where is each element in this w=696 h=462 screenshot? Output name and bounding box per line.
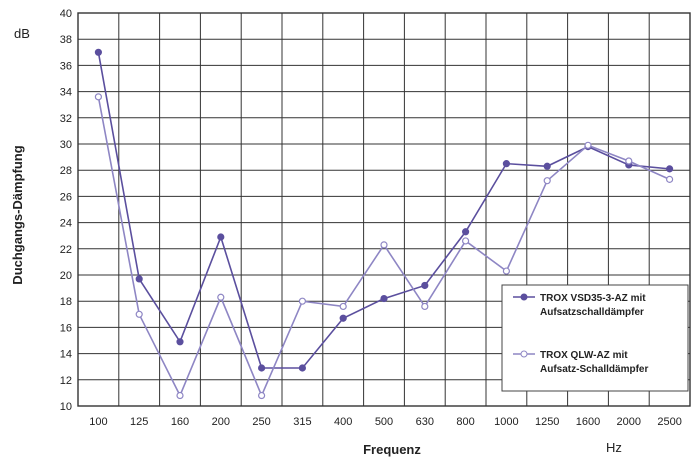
- y-tick-label-2: 14: [60, 349, 72, 361]
- x-tick-label-13: 2000: [617, 416, 641, 428]
- x-tick-label-14: 2500: [657, 416, 681, 428]
- series-2-point-14: [665, 175, 674, 183]
- x-tick-label-4: 250: [252, 416, 270, 428]
- series-1-point-1: [135, 275, 143, 283]
- x-tick-label-9: 800: [456, 416, 474, 428]
- x-tick-label-0: 100: [89, 416, 107, 428]
- series-1-point-0: [94, 48, 103, 56]
- y-tick-label-11: 32: [60, 113, 72, 125]
- x-axis-ticks: 100 125 160 200 250 315 400 500 630 800 1000 1250 16…: [89, 416, 682, 428]
- x-tick-label-6: 400: [334, 416, 352, 428]
- series-1-point-3: [217, 233, 225, 241]
- series-1-point-2: [176, 338, 184, 346]
- y-tick-label-0: 10: [60, 401, 72, 413]
- legend-marker-series-2: [520, 350, 528, 358]
- x-tick-label-8: 630: [416, 416, 434, 428]
- series-2-point-1: [135, 310, 143, 318]
- y-tick-label-8: 26: [60, 191, 72, 203]
- series-1-point-10: [502, 160, 510, 168]
- series-1-point-9: [462, 228, 470, 236]
- series-2-point-4: [258, 391, 266, 400]
- series-2-point-6: [339, 302, 347, 311]
- series-1-point-4: [258, 364, 266, 372]
- series-2-point-12: [584, 141, 592, 149]
- legend-label-series-1-line1: TROX VSD35-3-AZ mit: [540, 293, 646, 304]
- x-tick-label-11: 1250: [535, 416, 559, 428]
- y-axis-title: Duchgangs-Dämpfung: [10, 145, 25, 284]
- series-1-point-5: [298, 364, 306, 372]
- series-2-point-9: [462, 237, 470, 245]
- y-tick-label-3: 16: [60, 322, 72, 334]
- y-axis-unit: dB: [14, 26, 30, 41]
- series-2-point-5: [298, 297, 306, 305]
- y-tick-label-14: 38: [60, 34, 72, 46]
- x-tick-label-7: 500: [375, 416, 393, 428]
- x-axis-unit: Hz: [606, 440, 622, 455]
- series-1-point-6: [339, 314, 347, 322]
- series-1-point-8: [421, 281, 429, 290]
- series-group: [94, 48, 674, 400]
- legend: TROX VSD35-3-AZ mit Aufsatzschalldämpfer…: [501, 284, 689, 392]
- legend-box: [501, 284, 689, 392]
- x-tick-label-12: 1600: [576, 416, 600, 428]
- series-1-point-14: [665, 165, 674, 173]
- series-2-point-0: [94, 93, 103, 101]
- y-axis-ticks: 10 12 14 16 18 20 22 24 26 28 30 32 34 36 38 40: [60, 8, 72, 413]
- x-tick-label-3: 200: [212, 416, 230, 428]
- y-tick-label-13: 36: [60, 60, 72, 72]
- series-2-point-8: [421, 302, 429, 311]
- y-tick-label-15: 40: [60, 8, 72, 20]
- series-2-point-2: [176, 391, 184, 400]
- legend-label-series-1-line2: Aufsatzschalldämpfer: [540, 307, 644, 318]
- series-1-point-11: [543, 162, 551, 170]
- legend-label-series-2-line2: Aufsatz-Schalldämpfer: [540, 364, 648, 375]
- y-tick-label-12: 34: [60, 87, 72, 99]
- y-tick-label-7: 24: [60, 218, 72, 230]
- x-tick-label-2: 160: [171, 416, 189, 428]
- y-tick-label-9: 28: [60, 165, 72, 177]
- x-axis-title: Frequenz: [363, 442, 421, 457]
- x-tick-label-5: 315: [293, 416, 311, 428]
- y-tick-label-5: 20: [60, 270, 72, 282]
- legend-marker-series-1: [520, 293, 528, 301]
- series-2-point-3: [217, 293, 225, 301]
- series-2-point-7: [380, 241, 388, 249]
- y-tick-label-1: 12: [60, 375, 72, 387]
- y-tick-label-4: 18: [60, 296, 72, 308]
- series-2-point-11: [543, 177, 551, 185]
- legend-label-series-2-line1: TROX QLW-AZ mit: [540, 350, 628, 361]
- series-2-point-13: [625, 157, 633, 165]
- x-tick-label-10: 1000: [494, 416, 518, 428]
- y-tick-label-10: 30: [60, 139, 72, 151]
- series-1-point-7: [380, 294, 388, 303]
- series-2-point-10: [502, 267, 510, 275]
- x-tick-label-1: 125: [130, 416, 148, 428]
- y-tick-label-6: 22: [60, 244, 72, 256]
